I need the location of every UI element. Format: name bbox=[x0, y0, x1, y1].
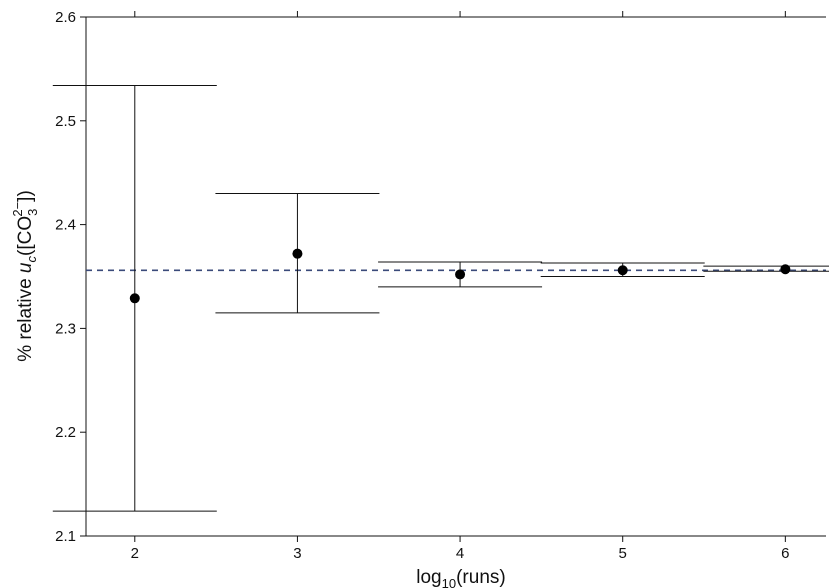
x-tick-label: 6 bbox=[781, 545, 789, 562]
x-tick-label: 3 bbox=[293, 545, 301, 562]
y-tick-label: 2.1 bbox=[55, 528, 76, 545]
y-axis-label-co-sub: 3 bbox=[25, 209, 40, 216]
y-tick-label: 2.6 bbox=[55, 9, 76, 26]
data-point bbox=[455, 269, 466, 280]
y-tick-label: 2.3 bbox=[55, 320, 76, 337]
y-axis-label-var: u bbox=[15, 262, 36, 273]
data-point bbox=[292, 248, 303, 259]
y-axis-label-co-sup: 2− bbox=[10, 202, 25, 217]
x-axis-label-rest: (runs) bbox=[456, 567, 506, 588]
x-axis: 2 3 4 5 6 bbox=[131, 11, 790, 562]
data-points bbox=[129, 248, 791, 304]
x-tick-label: 2 bbox=[131, 545, 139, 562]
y-tick-label: 2.2 bbox=[55, 424, 76, 441]
y-axis: 2.1 2.2 2.3 2.4 2.5 2.6 bbox=[55, 9, 86, 545]
x-axis-label-sub: 10 bbox=[442, 576, 456, 588]
x-tick-label: 5 bbox=[619, 545, 627, 562]
data-point bbox=[129, 293, 140, 304]
y-axis-label-open: ([CO bbox=[15, 216, 36, 256]
error-bars bbox=[52, 85, 829, 512]
y-axis-label-close: ]) bbox=[15, 190, 36, 202]
plot-frame bbox=[85, 16, 826, 537]
x-tick-label: 4 bbox=[456, 545, 464, 562]
y-tick-label: 2.5 bbox=[55, 113, 76, 130]
y-axis-label-prefix: % relative bbox=[15, 273, 36, 362]
x-axis-label: log10(runs) bbox=[416, 567, 505, 588]
x-axis-label-base: log bbox=[416, 567, 441, 588]
y-tick-label: 2.4 bbox=[55, 217, 76, 234]
data-point bbox=[780, 264, 791, 275]
y-axis-label: % relative uc([CO32−]) bbox=[10, 190, 40, 362]
y-axis-label-var-sub: c bbox=[24, 256, 39, 263]
data-point bbox=[617, 265, 628, 276]
